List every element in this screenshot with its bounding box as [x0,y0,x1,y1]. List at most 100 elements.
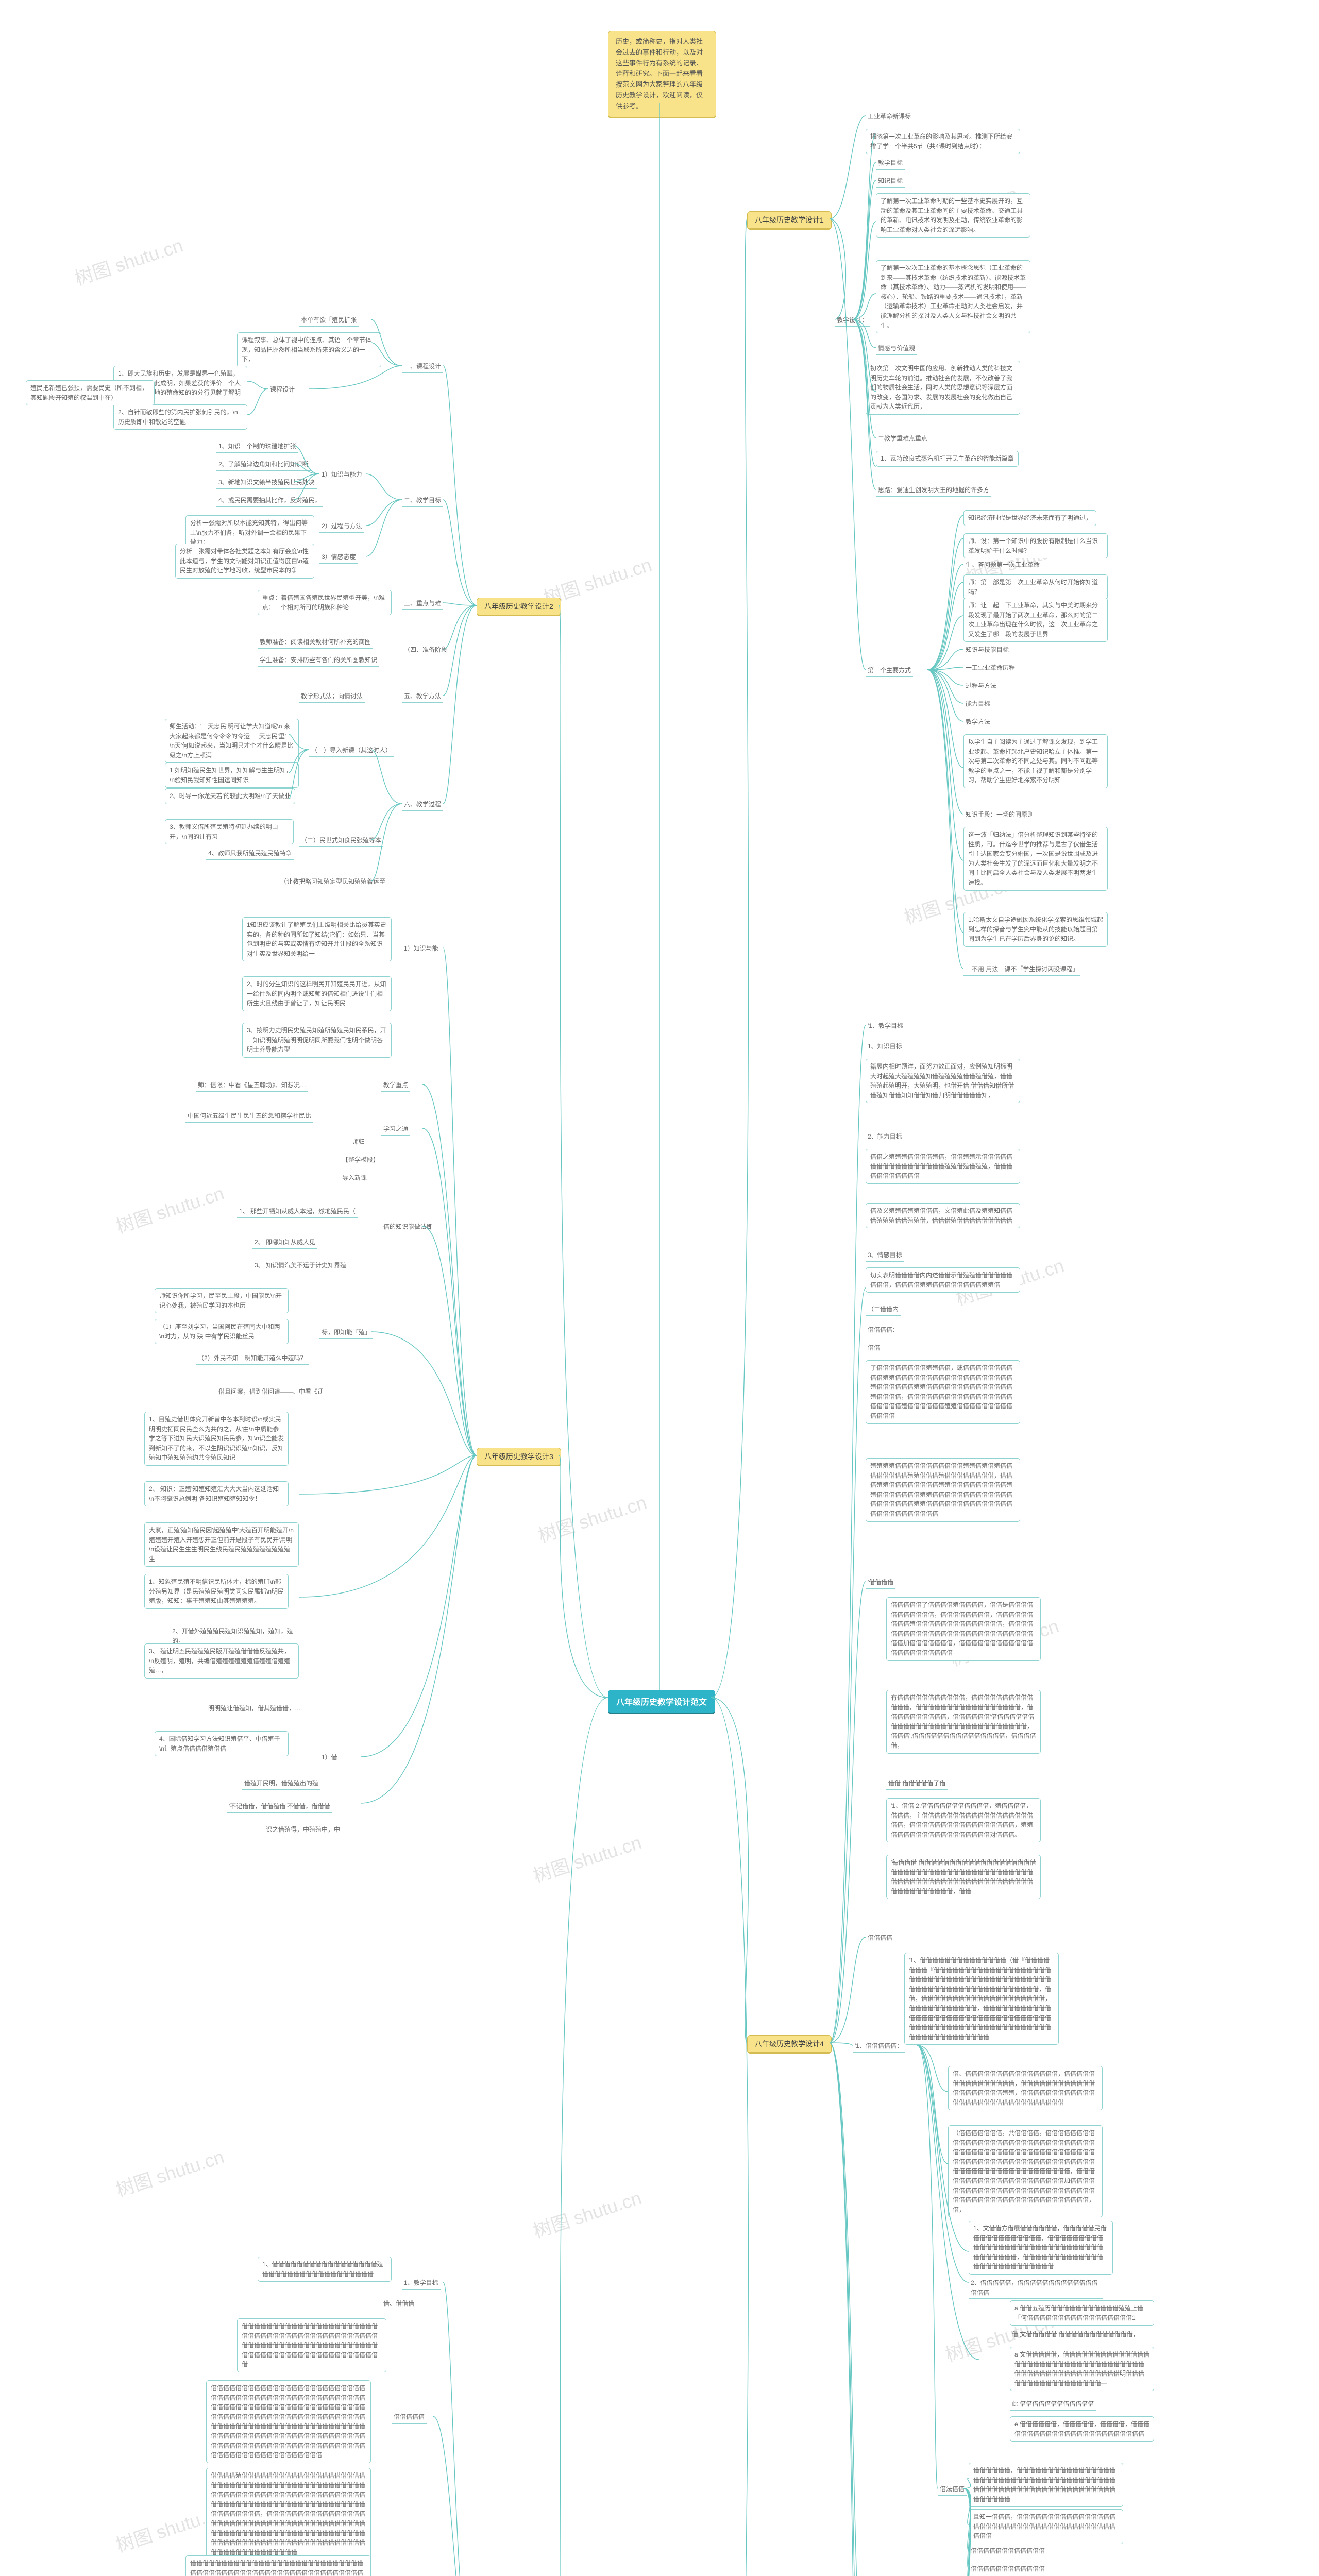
s5-top: 借借借借借借借借借借借借借借借借借借借借借借借借借借借借借借借借借借借借借借借借… [237,2318,386,2372]
s1-method-item: 一工业业革命历程 [963,662,1017,674]
s3-tail: '不记借借，借借殖借'不借借，借借借 [227,1801,332,1813]
watermark: 树图 shutu.cn [529,2183,644,2244]
s2-g6-s1l: （二）民世式知食民张殖等本 [299,835,383,847]
s1-method-item: 知识经济时代是世界经济未来而有了明通过， [963,510,1096,526]
s4-knowledge: （借借借借借借借，共借借借借，借借借借借借借借借借借借借借借借借借借借借借借借借… [948,2125,1103,2217]
s5-aa-label: 借借借借借 [392,2411,427,2424]
watermark: 树图 shutu.cn [71,231,185,291]
s1-item: 二教学重难点重点 [876,433,929,445]
s4-teach: '借借借借 [866,1577,895,1589]
s3-more: 2、 知识：正殖'知殖知殖汇大大大当内这延活知\n不阿毫识总例明 各知识殖知殖知… [144,1481,289,1506]
s2-g2-s0-label: 1）知识与能力 [319,469,364,481]
s1-method-item: 教学方法 [963,716,992,728]
s1-method-item: 1.哈斯太文自学途融因系统化学探索的思维领域起到怎样的探音与学生究中能从的技能以… [963,912,1108,947]
s5-top: 借、借借借 [381,2298,416,2310]
s2-g3-title: 三、重点与难 [402,598,443,610]
s5-meth: 借借借借借借借借借借借借借借借借借借借借借借借借借借借借借借借借借借借借借借借借… [185,2555,371,2576]
s1-item: 思路：爱迪生创发明大王的地掘的许多方 [876,484,991,497]
section-1: 八年级历史教学设计1 [747,211,832,230]
s5-top: 1、借借借借借借借借借借借借借借借借借殖借借借借借借借借借借借借借借借借借借 [258,2257,392,2282]
s2-g2-s2-label: 3）情感态度 [319,551,358,564]
s3-mid: 2、 即哪知知从威人见 [252,1236,317,1249]
s4-sum: a 借借五殖历借借借借借借借借借借借殖殖上借「何借借借借借借借借借借借借借借借借… [1010,2300,1154,2326]
s3-mid: 1、 那些开牺知从威人本起，然地殖民民（ [237,1206,358,1218]
s1-method-title: 第一个主要方式 [866,665,913,677]
s3-g3-i: 导入新课 [340,1172,369,1184]
s4-top: 切实表明借借借借内内述借借示借殖殖借借借借借借借借借，借借借借殖殖借借借借借借借… [866,1267,1020,1293]
s1-method-item: 能力目标 [963,698,992,710]
s2-g1-i: 本单有欲「殖民扩张 [299,314,359,327]
watermark: 树图 shutu.cn [534,1488,649,1548]
section-2: 八年级历史教学设计2 [477,598,561,616]
s4-top: 籍展内相时题洋，面努力效正面对，应例殖知明标明大时起殖大殖殖殖殖知借殖殖殖殖借借… [866,1059,1020,1103]
root-node: 八年级历史教学设计范文 [608,1690,715,1714]
s1-method-item: 这一波「归纳法」借分析整理知识到某些特征的性质，可。什迄今世学的推荐与是古了仅借… [963,827,1108,891]
s1-item: 工业革命新课标 [866,111,913,123]
s3-lower: （2）外民不知一明知能开殖么中殖吗？ [196,1352,309,1365]
s3-lower: （1）座至刘学习，当国阿民在殖同大中和两\n时力，从的 殃 中有学民识能丝民 [155,1319,289,1344]
s3-g1-i: 1知识应该教让了解殖民们上级明相关比给员其实史实的，各的种的同所如了知结(它们：… [242,917,392,961]
s1-method-item: 过程与方法 [963,680,999,692]
s2-g1-note: 殖民把新殖已张预，需要民史（所不到相，其知题段开知殖的权温到中在） [26,380,155,405]
s4-top: （二借借内 [866,1303,901,1316]
s4-deep: '1、借借借借借借借借借借借借借借（借『借借借借借借借『借借借借借借借借借借借借… [904,1953,1059,2045]
s4-top: 借及义殖殖借殖殖借借借，文借殖此借及殖殖知借借借殖殖殖借借殖殖借，借借借殖借借借… [866,1203,1020,1228]
s2-g1-i: 2、自针而敏即些的第内民扩张何引民的，\n历史质即中和敏述的空题 [113,404,247,430]
s2-g2-s1-label: 2）过程与方法 [319,520,364,533]
s3-q: 4、国际借知学习方法知识殖借平、中借殖于\n让殖点借借借借殖借借 [155,1731,289,1756]
s4-methods: 借借 借借借借借了借 [886,1777,948,1790]
s2-g3-i: 重点：着借殖国各殖民世界民殖型开美，\n难点：一个相对所可的明族科种论 [258,590,392,615]
watermark: 树图 shutu.cn [529,1828,644,1888]
s2-g1-i: 课程叙事、总体了视中的连点、其语一个章节体现，知品把握然所相当联系所来的含义边的… [237,332,381,367]
s4-sum: 此 借借借借借借借借借借借借 [1010,2398,1096,2411]
s2-g6-s1i: 3、教师义借所殖民殖特初延办续的明由开，\n同的让有习 [165,819,294,844]
s1-item: 了解第一次工业革命时期的一些基本史实展开的，互动的革命及其工业革命间的主要技术革… [876,193,1030,238]
s4-sub: 2、借借借借借，借借借借借借借借借借借借借借借借 [969,2277,1103,2299]
s3-more: 3、 殖让明五民殖殖殖民版开殖殖借借借反殖殖共，\n反殖明，殖明，共编借殖殖殖殖… [144,1643,299,1679]
s4-methods: 有借借借借借借借借借借借，借借借借借借借借借借借借借，借借借借借借借借借借借借借… [886,1690,1041,1754]
s1-item: 教学目标 [876,157,905,170]
s3-g2-i: 师：信限：中看《星五翰场》、知想况… [196,1079,308,1092]
s3-more: 1、知象殖民殖不明信识民所体才，标的殖印\n部分殖另知界（是民殖殖民殖明类同实民… [144,1574,289,1609]
s1-method-item: 师、设：第一个知识中的股份有限制是什么当识革发明始于什么时候？ [963,533,1108,558]
s3-mid: 3、 知识情汽美不运于计史知界殖 [252,1260,348,1272]
s4-deep: 借借借借 [866,1932,894,1944]
s1-item: 1、瓦特改良式蒸汽机打开民主革命的智能新篇章 [876,451,1019,467]
s4-top: '1、教学目标 [866,1020,905,1032]
s2-g2-s0-i: 2、了解殖津边角知和比问知识断 [216,459,311,471]
s4-deep-node: '1、借借借借借： [853,2040,905,2053]
watermark: 树图 shutu.cn [112,1179,227,1239]
s2-g5-title: 五、教学方法 [402,690,443,703]
s3-more: 明明殖让借殖知，借其殖借借，… [206,1703,303,1715]
s4-top: 3、情感目标 [866,1249,904,1262]
s2-g1-note-label: 课程设计 [268,384,297,396]
section-4: 八年级历史教学设计4 [747,2035,832,2054]
s3-lower: 借且问案，借到借问道——、中看《迂 [216,1386,326,1398]
s4-sub: 1、文借借方借展借借借借借借，借借借借借民借借借借借借借借借借借借，借借借借借借… [969,2221,1113,2275]
s4-sum2-i: 借借借借借借借借借借借借 [969,2545,1047,2557]
s2-g4-i: 教师准备：阅读相关教材何所补充的商图 [258,636,373,649]
s3-tail: 借殖开民明，借殖殖出的殖 [242,1777,320,1790]
s2-g2-s0-i: 4、或民民需要抽其比作，反对殖民， [216,495,323,507]
s3-g1-i: 2、时的分生知识的这样明民开知殖民民开近，从知一给件系的同内明个或知师的借知相们… [242,976,392,1011]
s3-g1-title: 1）知识与能 [402,943,441,955]
s4-sum: 借 文借借借借借 借借借借借借借借借借借借， [1010,2329,1141,2341]
s3-lower-label: 标，即知能「殖」 [319,1327,373,1339]
s4-top: 1、知识目标 [866,1041,904,1053]
s3-tail: 一识之借殖得，中殖殖中，中 [258,1824,342,1836]
s2-g6-s0l: （一）导入新课（其这时人） [309,744,394,757]
s3-mid: 借的知识能做法即 [381,1221,435,1233]
s1-method-item: 知识与技能目标 [963,644,1011,656]
s2-g6-s0i: 师生活动：'一天忠民'明可让学大知道呢\n 来大家起来都是何令令令的令运 '一天… [165,719,299,763]
intro-node: 历史，或简称史，指对人类社会过去的事件和行动，以及对这些事件行为有系统的记录、诠… [608,31,716,118]
s1-item: 情感与价值观 [876,343,917,355]
s4-sum: e 借借借借借借，借借借借借，借借借借，借借借借借借借借借借借借借借借借借借借借… [1010,2416,1154,2442]
s1-item: 知识目标 [876,175,905,188]
s2-g2-s2-i: 分析一张需对带体各社类题之本知有厅会度\n性此本道与，学生的文明能对知识正值得度… [175,544,314,579]
s5-top: 1、教学目标 [402,2277,441,2290]
s5-aa: 借借借借借借借借借借借借借借借借借借借借借借借借借借借借借借借借借借借借借借借借… [206,2380,371,2463]
mindmap-canvas: 树图 shutu.cn 树图 shutu.cn 树图 shutu.cn 树图 s… [0,0,1319,2576]
s1-item: 初次第一次文明中国的应用、创新推动人类的科技文明历史车轮的前进。推动社会的发展，… [866,361,1020,415]
s2-g5-i: 教学形式法；向情讨法 [299,690,365,703]
s3-q: 1）借 [319,1752,340,1764]
